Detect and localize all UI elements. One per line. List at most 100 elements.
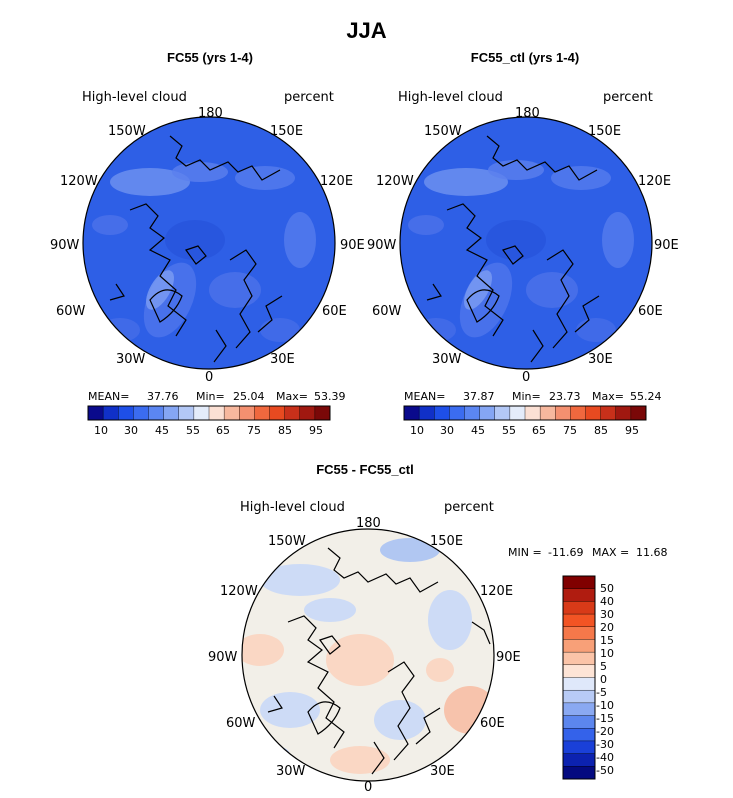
colorbar-swatch <box>148 405 165 421</box>
panel-1-cb-tick: 30 <box>124 424 138 437</box>
diff-cb-tick: -10 <box>596 699 614 712</box>
colorbar-swatch <box>118 405 134 421</box>
panel-1-lon-120e: 120E <box>320 174 354 189</box>
panel-1-cb-tick: 75 <box>247 424 261 437</box>
diff-lon-0: 0 <box>364 780 373 795</box>
panel-2-cb-tick: 95 <box>625 424 639 437</box>
colorbar-swatch <box>600 405 617 421</box>
panel-1-cb-tick: 45 <box>155 424 169 437</box>
diff-lon-150w: 150W <box>268 534 306 549</box>
diff-lon-180: 180 <box>356 516 381 531</box>
diff-coastlines <box>267 547 491 775</box>
diff-cb-tick: 40 <box>600 595 614 608</box>
panel-1-lon-180: 180 <box>198 106 223 121</box>
panel-1-lon-0: 0 <box>205 370 214 385</box>
colorbar-swatch <box>494 405 511 421</box>
panel-2-cb-tick: 75 <box>563 424 577 437</box>
colorbar-swatch <box>178 405 195 421</box>
diff-cb-tick: -30 <box>596 738 614 751</box>
panel-2-cb-tick: 45 <box>471 424 485 437</box>
panel-2-lon-150w: 150W <box>424 124 462 139</box>
panel-2-max-label: Max= <box>592 390 624 403</box>
panel-2-mean-value: 37.87 <box>463 390 495 403</box>
panel-1-lon-30e: 30E <box>270 352 295 367</box>
colorbar-swatch <box>269 405 286 421</box>
diff-colorbar-swatch <box>562 689 596 704</box>
colorbar-swatch <box>509 405 526 421</box>
diff-max-value: 11.68 <box>636 546 668 559</box>
colorbar-swatch <box>299 405 316 421</box>
diff-colorbar-swatch <box>562 677 596 691</box>
panel-2-units-label: percent <box>603 90 653 105</box>
diff-map <box>241 528 495 782</box>
page-title: JJA <box>346 18 387 43</box>
colorbar-swatch <box>163 405 180 421</box>
diff-cb-tick: 5 <box>600 660 607 673</box>
diff-colorbar <box>562 575 596 780</box>
panel-1-max-label: Max= <box>276 390 308 403</box>
diff-colorbar-swatch <box>562 753 596 767</box>
panel-2-mean-label: MEAN= <box>404 390 446 403</box>
panel-1-field-label: High-level cloud <box>82 90 187 105</box>
diff-lon-30e: 30E <box>430 764 455 779</box>
panel-2-colorbar <box>403 405 647 421</box>
diff-cb-tick: 0 <box>600 673 607 686</box>
colorbar-swatch <box>284 405 301 421</box>
colorbar-swatch <box>585 405 602 421</box>
panel-2-min-label: Min= <box>512 390 541 403</box>
diff-min-value: -11.69 <box>548 546 584 559</box>
panel-1-min-value: 25.04 <box>233 390 265 403</box>
diff-cb-tick: -40 <box>596 751 614 764</box>
panel-2-cb-tick: 30 <box>440 424 454 437</box>
diff-colorbar-swatch <box>562 575 596 590</box>
diff-lon-120e: 120E <box>480 584 514 599</box>
colorbar-swatch <box>133 405 150 421</box>
diff-cb-tick: 20 <box>600 621 614 634</box>
diff-colorbar-swatch <box>562 639 596 653</box>
panel-2-cb-tick: 10 <box>410 424 424 437</box>
panel-2-lon-90e: 90E <box>654 238 679 253</box>
diff-cb-tick: 30 <box>600 608 614 621</box>
panel-2-max-value: 55.24 <box>630 390 662 403</box>
diff-colorbar-swatch <box>562 664 596 679</box>
diff-lon-90w: 90W <box>208 650 238 665</box>
panel-1-coastlines <box>109 135 283 363</box>
panel-2-title: FC55_ctl (yrs 1-4) <box>470 50 580 65</box>
panel-2-lon-60e: 60E <box>638 304 663 319</box>
colorbar-swatch <box>314 405 331 421</box>
panel-1-units-label: percent <box>284 90 334 105</box>
diff-colorbar-swatch <box>562 740 596 755</box>
panel-1-cb-tick: 65 <box>216 424 230 437</box>
panel-1-colorbar-swatches <box>87 405 331 421</box>
panel-1-lon-30w: 30W <box>116 352 146 367</box>
diff-cb-tick: 10 <box>600 647 614 660</box>
colorbar-swatch <box>615 405 632 421</box>
panel-2-coastlines <box>426 135 600 363</box>
colorbar-swatch <box>449 405 466 421</box>
colorbar-swatch <box>254 405 271 421</box>
diff-cb-tick: -20 <box>596 725 614 738</box>
colorbar-swatch <box>193 405 210 421</box>
panel-1-lon-150w: 150W <box>108 124 146 139</box>
colorbar-swatch <box>524 405 541 421</box>
colorbar-swatch <box>102 405 119 421</box>
colorbar-swatch <box>208 405 225 421</box>
diff-cb-tick: -15 <box>596 712 614 725</box>
panel-1-lon-150e: 150E <box>270 124 304 139</box>
colorbar-swatch <box>87 405 104 421</box>
panel-1-colorbar <box>87 405 331 421</box>
panel-1-cb-tick: 55 <box>186 424 200 437</box>
panel-2-cb-tick: 55 <box>502 424 516 437</box>
diff-colorbar-swatch <box>562 728 596 742</box>
panel-1-lon-90w: 90W <box>50 238 80 253</box>
colorbar-swatch <box>239 405 255 421</box>
diff-colorbar-swatches <box>562 575 596 780</box>
diff-colorbar-swatch <box>562 766 596 780</box>
diff-cb-tick: -50 <box>596 764 614 777</box>
panel-2-lon-150e: 150E <box>588 124 622 139</box>
panel-2-lon-90w: 90W <box>367 238 397 253</box>
panel-1-map <box>82 116 336 370</box>
panel-2-colorbar-swatches <box>403 405 647 421</box>
colorbar-swatch <box>570 405 587 421</box>
colorbar-swatch <box>434 405 450 421</box>
